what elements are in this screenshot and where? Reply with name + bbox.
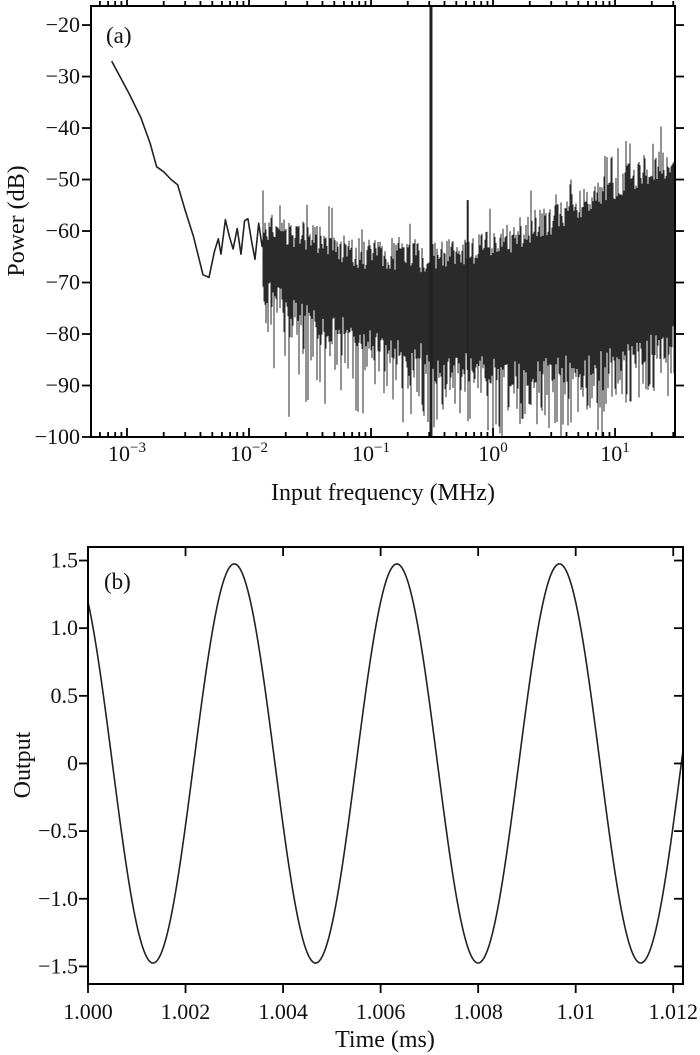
x-tick-exponent: −1 [374, 440, 390, 456]
x-tick-label: 1.012 [648, 999, 698, 1024]
y-tick-label: −60 [46, 218, 80, 243]
plot-border [90, 5, 676, 438]
waveform-xlabel: Time (ms) [335, 1027, 435, 1053]
x-tick-label: 1.002 [161, 999, 211, 1024]
x-tick-label: 10−3 [108, 440, 146, 466]
y-tick-label: −40 [46, 115, 80, 140]
spectrum-curve [110, 60, 265, 279]
y-tick-label: −30 [46, 64, 80, 89]
response-curve-path [110, 60, 265, 279]
spectrum-x-tick-labels: 10−3 10−2 10−1 100 101 [108, 440, 630, 466]
spectrum-panel-tag: (a) [106, 23, 132, 48]
waveform-y-tick-labels: 1.5 1.0 0.5 0 −0.5 −1.0 −1.5 [38, 548, 78, 979]
waveform-curve [87, 563, 684, 964]
x-tick-label: 10−1 [352, 440, 390, 466]
y-tick-label: −100 [35, 424, 80, 449]
x-tick-label: 1.01 [556, 999, 595, 1024]
y-tick-label: −70 [46, 270, 80, 295]
y-tick-label: 1.5 [51, 548, 79, 573]
x-tick-label: 1.008 [453, 999, 503, 1024]
noise-band-path [262, 126, 676, 437]
sine-curve-path [87, 563, 684, 964]
x-tick-exponent: 1 [622, 440, 630, 456]
waveform-panel: 1.000 1.002 1.004 1.006 1.008 1.01 1.012 1.51.… [10, 546, 698, 1053]
spectrum-y-axis-ticks [82, 24, 684, 438]
spectrum-panel: 10−3 10−2 10−1 100 101 −20−30−40−50−60−70−80… [4, 0, 684, 506]
spectrum-x-axis-ticks [99, 0, 675, 437]
waveform-x-axis-ticks [87, 547, 675, 993]
x-tick-label: 1.000 [63, 999, 113, 1024]
y-tick-label: −1.5 [38, 953, 78, 978]
x-tick-exponent: 0 [500, 440, 508, 456]
x-tick-label: 1.006 [356, 999, 406, 1024]
x-tick-exponent: −3 [130, 440, 146, 456]
waveform-ylabel: Output [10, 731, 36, 798]
x-tick-label: 101 [600, 440, 630, 466]
x-tick-label: 1.004 [258, 999, 308, 1024]
y-tick-label: −90 [46, 373, 80, 398]
waveform-x-tick-labels: 1.000 1.002 1.004 1.006 1.008 1.01 1.012 [63, 999, 698, 1024]
y-tick-label: 0.5 [51, 683, 79, 708]
y-tick-label: 1.0 [51, 615, 79, 640]
y-tick-label: −0.5 [38, 818, 78, 843]
spectrum-noise-band [262, 126, 676, 437]
y-tick-label: −1.0 [38, 886, 78, 911]
waveform-panel-tag: (b) [104, 569, 131, 594]
x-tick-exponent: −2 [252, 440, 268, 456]
spectrum-xlabel: Input frequency (MHz) [271, 480, 495, 506]
y-tick-label: −80 [46, 321, 80, 346]
y-tick-label: −50 [46, 167, 80, 192]
waveform-y-axis-ticks [79, 559, 683, 968]
spectrum-y-tick-labels: −20 −30 −40 −50 −60 −70 −80 −90 −100 [35, 12, 80, 449]
y-tick-label: 0 [67, 750, 78, 775]
spectrum-ylabel: Power (dB) [4, 165, 30, 276]
x-tick-label: 10−2 [230, 440, 268, 466]
spectrum-frame [90, 5, 676, 438]
plot-border [87, 546, 684, 985]
spectrum-spikes [429, 6, 469, 437]
y-tick-label: −20 [46, 12, 80, 37]
x-tick-label: 100 [478, 440, 508, 466]
waveform-frame [87, 546, 684, 985]
